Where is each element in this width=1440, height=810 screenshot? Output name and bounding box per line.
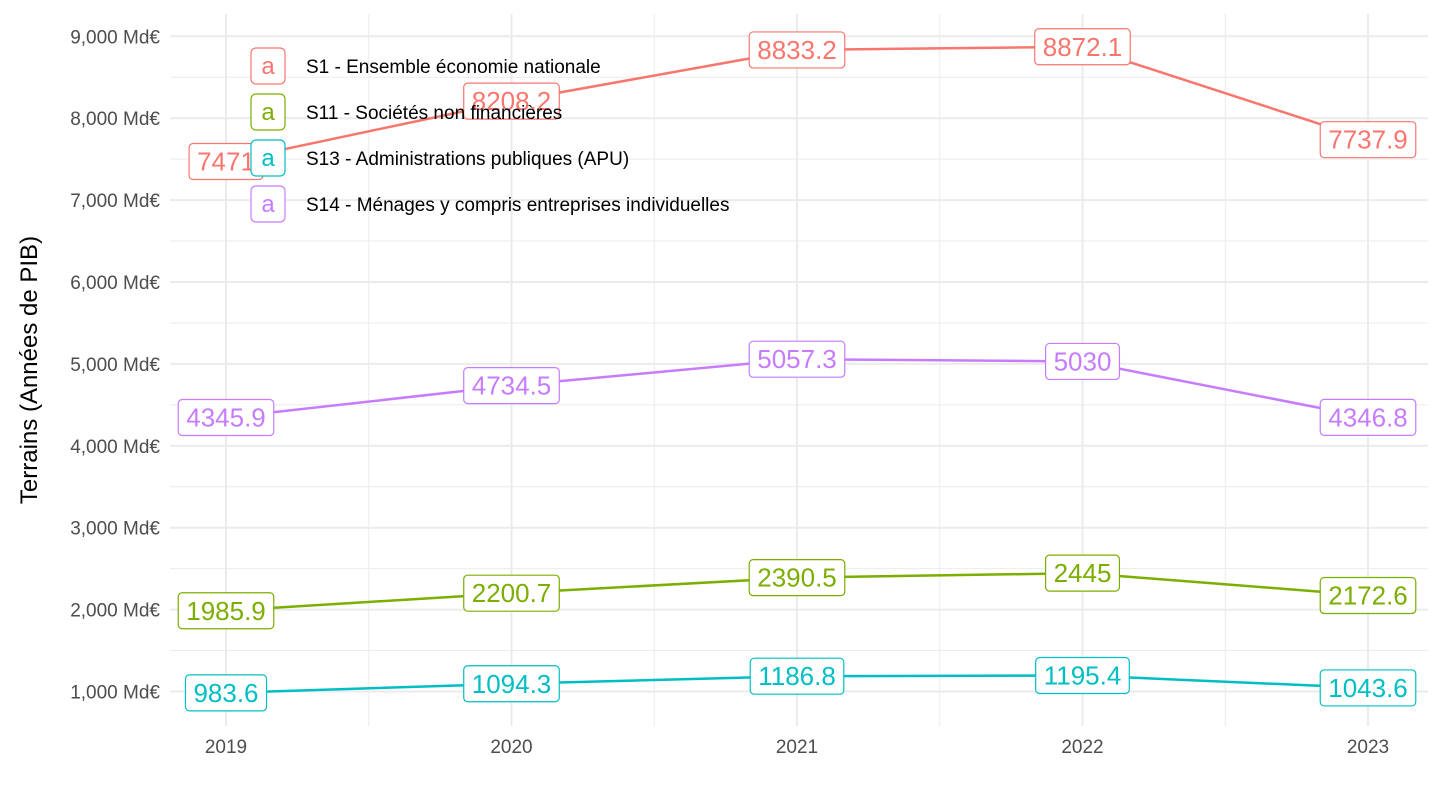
data-label: 8833.2	[748, 31, 846, 69]
data-label-text: 8208.2	[472, 86, 552, 116]
x-tick-label: 2022	[1061, 737, 1103, 758]
legend-key	[250, 93, 286, 131]
data-label-box	[748, 559, 846, 597]
legend-label: S14 - Ménages y compris entreprises indi…	[306, 195, 729, 216]
data-label: 2390.5	[748, 559, 846, 597]
data-label-box	[749, 657, 845, 695]
data-label: 2200.7	[463, 574, 560, 612]
data-label-box	[184, 674, 268, 712]
legend-key	[250, 139, 286, 177]
legend-key-glyph: a	[261, 191, 275, 218]
data-label: 2172.6	[1319, 576, 1417, 615]
data-label-text: 1985.9	[186, 596, 266, 626]
data-label-box	[1034, 28, 1131, 66]
data-label-text: 1186.8	[758, 661, 836, 691]
data-label: 8872.1	[1034, 28, 1131, 66]
data-label-text: 8833.2	[757, 35, 837, 65]
y-tick-label: 2,000 Md€	[70, 601, 160, 622]
data-label: 5057.3	[748, 340, 846, 378]
y-axis: 1,000 Md€ 2,000 Md€ 3,000 Md€ 4,000 Md€ 5,00…	[70, 27, 160, 703]
data-label: 1043.6	[1319, 669, 1417, 707]
data-label-box	[748, 340, 846, 378]
data-label: 4346.8	[1319, 398, 1417, 436]
data-label-box	[463, 367, 560, 405]
legend-item: a S1 - Ensemble économie nationale	[250, 47, 601, 85]
data-label-box	[1319, 669, 1417, 707]
data-label: 1985.9	[177, 592, 275, 630]
data-label-text: 4734.5	[472, 371, 552, 401]
data-label-box	[177, 398, 275, 437]
legend-key-glyph: a	[261, 53, 275, 80]
x-tick-label: 2019	[205, 737, 247, 758]
data-label-text: 4345.9	[186, 402, 266, 432]
x-tick-label: 2020	[490, 737, 532, 758]
legend-item: a S14 - Ménages y compris entreprises ind…	[250, 185, 729, 223]
x-axis: 2019 2020 2021 2022 2023	[205, 737, 1389, 758]
data-label-text: 1195.4	[1044, 660, 1122, 690]
data-label-text: 7471	[197, 147, 255, 177]
data-label-text: 2172.6	[1328, 580, 1408, 610]
legend-item: a S13 - Administrations publiques (APU)	[250, 139, 629, 177]
data-label-box	[748, 31, 846, 69]
legend-key	[250, 185, 286, 223]
legend-key-glyph: a	[261, 145, 275, 172]
data-label-text: 7737.9	[1328, 125, 1408, 155]
data-label-text: 2200.7	[472, 578, 552, 608]
legend-label: S1 - Ensemble économie nationale	[306, 57, 601, 78]
data-label-box	[1035, 656, 1130, 695]
legend: a S1 - Ensemble économie nationale a S11 - …	[250, 47, 729, 223]
data-label-text: 2390.5	[757, 563, 837, 593]
data-label: 5030	[1044, 342, 1121, 381]
data-label: 1094.3	[463, 665, 560, 703]
data-label: 8208.2	[463, 82, 560, 120]
data-label-text: 2445	[1054, 558, 1112, 588]
y-tick-label: 4,000 Md€	[70, 437, 160, 458]
y-tick-label: 5,000 Md€	[70, 355, 160, 376]
data-label-text: 5057.3	[757, 344, 837, 374]
y-tick-label: 3,000 Md€	[70, 519, 160, 540]
series-group: 7471 8208.2 8833.2 8872.1 7737.9 1985.9 2200.7…	[177, 28, 1417, 712]
data-label: 1195.4	[1035, 656, 1130, 695]
data-label-text: 1094.3	[472, 669, 552, 699]
legend-label: S13 - Administrations publiques (APU)	[306, 149, 629, 170]
data-label: 4345.9	[177, 398, 275, 437]
data-label-box	[177, 592, 275, 630]
data-label-box	[1044, 342, 1121, 381]
x-tick-label: 2023	[1347, 737, 1389, 758]
data-label: 2445	[1044, 554, 1121, 592]
data-label: 7471	[188, 142, 264, 181]
legend-label: S11 - Sociétés non financières	[306, 103, 562, 124]
data-label: 1186.8	[749, 657, 845, 695]
data-label-text: 5030	[1054, 346, 1112, 376]
data-label-box	[1319, 121, 1417, 159]
legend-item: a S11 - Sociétés non financières	[250, 93, 562, 131]
y-tick-label: 7,000 Md€	[70, 191, 160, 212]
data-label-text: 8872.1	[1043, 32, 1123, 62]
data-label-text: 4346.8	[1328, 402, 1408, 432]
data-label-box	[1044, 554, 1121, 592]
data-label-text: 1043.6	[1328, 673, 1408, 703]
data-label-box	[1319, 576, 1417, 615]
y-tick-label: 1,000 Md€	[70, 683, 160, 704]
data-label: 7737.9	[1319, 121, 1417, 159]
legend-key-glyph: a	[261, 99, 275, 126]
data-label-box	[463, 665, 560, 703]
legend-key	[250, 47, 286, 85]
y-tick-label: 6,000 Md€	[70, 273, 160, 294]
y-tick-label: 9,000 Md€	[70, 27, 160, 48]
y-tick-label: 8,000 Md€	[70, 109, 160, 130]
data-label-box	[463, 82, 560, 120]
x-tick-label: 2021	[776, 737, 818, 758]
data-label: 4734.5	[463, 367, 560, 405]
data-label: 983.6	[184, 674, 268, 712]
y-axis-label: Terrains (Années de PIB)	[16, 236, 43, 504]
data-label-text: 983.6	[193, 678, 258, 708]
data-label-box	[1319, 398, 1417, 436]
data-label-box	[463, 574, 560, 612]
